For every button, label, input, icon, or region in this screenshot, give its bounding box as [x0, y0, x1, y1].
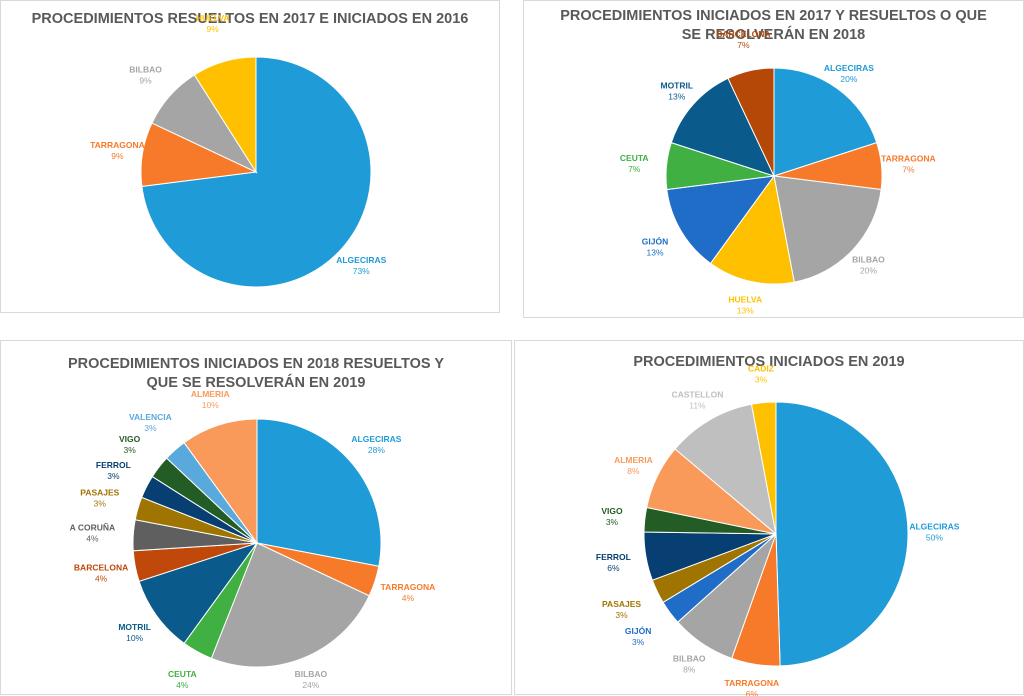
slice-percent-label: 6%	[607, 563, 620, 573]
slice-percent-label: 10%	[126, 633, 143, 643]
slice-category-label: BILBAO	[852, 255, 885, 265]
slice-category-label: BILBAO	[295, 669, 328, 679]
slice-category-label: TARRAGONA	[381, 582, 436, 592]
slice-percent-label: 4%	[86, 534, 99, 544]
slice-percent-label: 24%	[302, 680, 319, 690]
slice-percent-label: 7%	[902, 164, 915, 174]
slice-category-label: ALGECIRAS	[824, 63, 874, 73]
slice-category-label: ALMERIA	[614, 455, 653, 465]
chart-title: PROCEDIMIENTOS INICIADOS EN 2018 RESUELT…	[67, 356, 445, 391]
slice-percent-label: 13%	[668, 91, 685, 101]
pie-slice-algeciras	[775, 401, 909, 667]
pie-slice-huelva	[193, 56, 257, 174]
slice-percent-label: 3%	[123, 445, 136, 455]
slice-percent-label: 8%	[627, 466, 640, 476]
chart-title: PROCEDIMIENTOS INICIADOS EN 2019	[633, 354, 905, 370]
slice-category-label: CASTELLON	[671, 390, 723, 400]
slice-category-label: FERROL	[96, 460, 131, 470]
slice-percent-label: 20%	[840, 74, 857, 84]
pie-slice-cadiz	[750, 401, 777, 535]
pie-slice-algeciras	[773, 67, 878, 177]
slice-percent-label: 50%	[926, 533, 943, 543]
slice-percent-label: 4%	[402, 593, 415, 603]
slice-category-label: VALENCIA	[129, 412, 172, 422]
slice-category-label: HUELVA	[196, 13, 230, 23]
pie-slice-motril	[138, 542, 259, 645]
slice-category-label: A CORUÑA	[70, 523, 116, 533]
slice-percent-label: 9%	[139, 76, 152, 86]
pie-slice-motril	[670, 77, 775, 177]
pie-slice-almeria	[183, 418, 258, 545]
slice-percent-label: 7%	[628, 164, 641, 174]
pie-slice-huelva	[709, 174, 795, 285]
slice-percent-label: 9%	[207, 24, 220, 34]
pie-slice-algeciras	[256, 418, 382, 567]
slice-category-label: TARRAGONA	[90, 140, 145, 150]
slice-percent-label: 3%	[632, 637, 645, 647]
chart-panel-2016-2017: PROCEDIMIENTOS RESUELTOS EN 2017 E INICI…	[0, 0, 500, 313]
slice-category-label: ALMERIA	[191, 389, 230, 399]
slice-category-label: VIGO	[119, 434, 141, 444]
chart-title: PROCEDIMIENTOS RESUELTOS EN 2017 E INICI…	[31, 11, 469, 27]
slice-category-label: MOTRIL	[118, 622, 151, 632]
slice-percent-label: 13%	[737, 306, 754, 316]
pie-slice-castellon	[674, 403, 777, 536]
slice-category-label: ALGECIRAS	[351, 434, 401, 444]
slice-category-label: MOTRIL	[660, 80, 693, 90]
slice-percent-label: 7%	[737, 40, 750, 50]
slice-category-label: CEUTA	[620, 153, 649, 163]
slice-category-label: ALGECIRAS	[909, 522, 959, 532]
slice-category-label: TARRAGONA	[881, 153, 936, 163]
slice-percent-label: 6%	[746, 689, 759, 696]
chart-title: PROCEDIMIENTOS INICIADOS EN 2017 Y RESUE…	[560, 8, 987, 43]
slice-category-label: CADIZ	[748, 364, 774, 374]
slice-category-label: HUELVA	[728, 295, 762, 305]
slice-category-label: PASAJES	[602, 599, 641, 609]
slice-percent-label: 13%	[647, 247, 664, 257]
slice-percent-label: 3%	[606, 517, 619, 527]
slice-percent-label: 3%	[94, 498, 107, 508]
slice-percent-label: 20%	[860, 266, 877, 276]
slice-category-label: BARCELONA	[716, 29, 770, 39]
pie-chart: ALGECIRAS50%TARRAGONA6%BILBAO8%GIJÓN3%PA…	[596, 364, 960, 696]
slice-percent-label: 73%	[353, 266, 370, 276]
chart-panel-2019: PROCEDIMIENTOS INICIADOS EN 2019 ALGECIR…	[514, 340, 1024, 696]
slice-percent-label: 4%	[176, 680, 189, 690]
pie-slice-gijón	[666, 175, 776, 265]
slice-category-label: BILBAO	[129, 65, 162, 75]
slice-category-label: CEUTA	[168, 669, 197, 679]
slice-percent-label: 4%	[95, 574, 108, 584]
slice-category-label: ALGECIRAS	[336, 255, 386, 265]
slice-percent-label: 3%	[107, 471, 120, 481]
pie-slice-barcelona	[727, 67, 775, 177]
slice-category-label: GIJÓN	[625, 625, 651, 636]
slice-percent-label: 3%	[144, 423, 157, 433]
slice-percent-label: 8%	[683, 664, 696, 674]
slice-percent-label: 3%	[615, 610, 628, 620]
slice-category-label: BARCELONA	[74, 563, 128, 573]
slice-category-label: VIGO	[601, 506, 623, 516]
slice-percent-label: 3%	[755, 375, 768, 385]
slice-percent-label: 9%	[111, 151, 124, 161]
chart-panel-2018-2019: PROCEDIMIENTOS INICIADOS EN 2018 RESUELT…	[0, 340, 512, 695]
pie-chart: ALGECIRAS20%TARRAGONA7%BILBAO20%HUELVA13…	[620, 29, 936, 316]
chart-panel-2017-2018: PROCEDIMIENTOS INICIADOS EN 2017 Y RESUE…	[523, 0, 1024, 318]
slice-percent-label: 10%	[202, 400, 219, 410]
pie-slice-bilbao	[210, 542, 370, 668]
slice-percent-label: 11%	[689, 401, 706, 411]
pie-slice-bilbao	[773, 175, 882, 283]
slice-percent-label: 28%	[368, 445, 385, 455]
slice-category-label: GIJÓN	[642, 235, 668, 246]
slice-category-label: PASAJES	[80, 487, 119, 497]
slice-category-label: FERROL	[596, 552, 631, 562]
slice-category-label: BILBAO	[673, 653, 706, 663]
slice-category-label: TARRAGONA	[725, 678, 780, 688]
pie-chart: ALGECIRAS28%TARRAGONA4%BILBAO24%CEUTA4%M…	[70, 389, 436, 690]
